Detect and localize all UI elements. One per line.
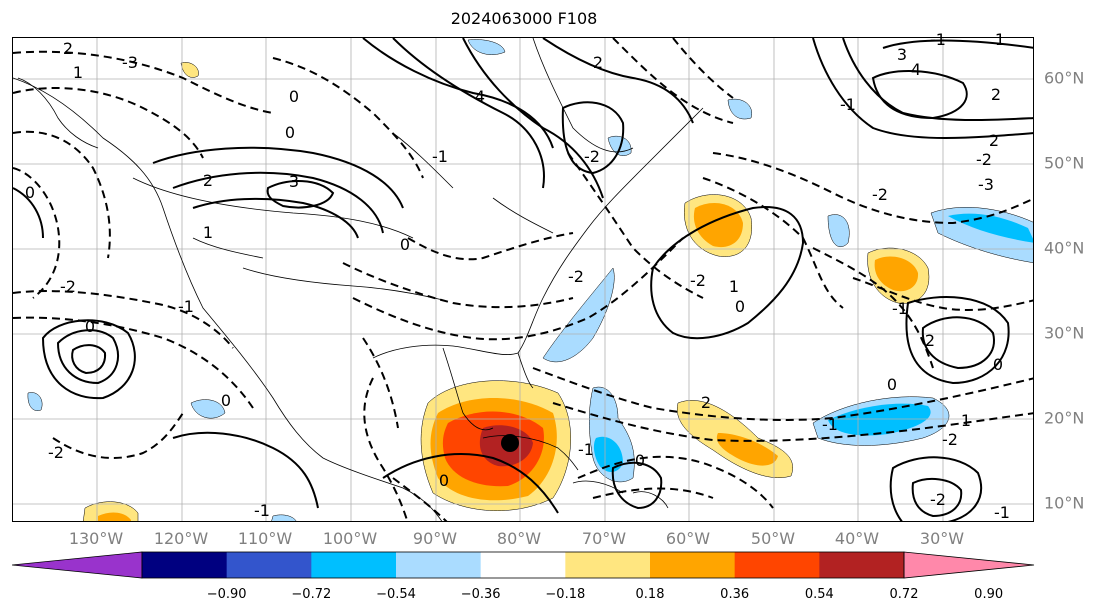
colorbar-tick-label: 0.36: [720, 587, 750, 602]
lon-label: 40°W: [834, 529, 880, 548]
shade-negative-atlantic-2-core: [948, 213, 1033, 243]
lat-label: 60°N: [1044, 68, 1085, 88]
colorbar-tick-label: −0.36: [460, 587, 501, 602]
lat-label: 50°N: [1044, 153, 1085, 173]
contours-negative: [13, 38, 1033, 521]
colorbar-segment: [480, 552, 566, 578]
shade-negative-atlantic-3: [827, 214, 850, 248]
lon-label: 100°W: [322, 529, 378, 548]
lon-label: 130°W: [68, 529, 124, 548]
shade-negative-gulf: [271, 514, 297, 521]
colorbar-segment: [142, 552, 228, 578]
shading-layer: [27, 39, 1033, 521]
colorbar-extend-low: [12, 551, 143, 579]
lon-label: 110°W: [237, 529, 293, 548]
lat-label: 10°N: [1044, 493, 1085, 513]
storm-center-marker: [501, 434, 519, 452]
map-panel: [12, 37, 1034, 522]
colorbar-extend-high: [903, 551, 1035, 579]
colorbar-segment: [565, 552, 651, 578]
lon-label: 80°W: [496, 529, 542, 548]
lon-label: 60°W: [665, 529, 711, 548]
colorbar-tick-label: 0.54: [804, 587, 834, 602]
colorbar-tick-label: 0.18: [635, 587, 665, 602]
colorbar-tick-label: 0.72: [889, 587, 919, 602]
shade-positive-pacific-core: [98, 512, 131, 521]
colorbar-segment: [650, 552, 736, 578]
contours-positive: [13, 38, 1033, 521]
colorbar-tick-label: −0.90: [206, 587, 247, 602]
colorbar-segment: [311, 552, 397, 578]
shade-negative-pacific-2: [27, 392, 43, 411]
lat-label: 20°N: [1044, 408, 1085, 428]
colorbar-outline: [141, 551, 905, 579]
lat-label: 30°N: [1044, 323, 1085, 343]
lon-label: 50°W: [750, 529, 796, 548]
shade-negative-north: [467, 39, 506, 55]
colorbar-tick-label: −0.54: [376, 587, 416, 602]
shade-negative-pacific: [190, 399, 226, 419]
shade-negative-atlantic-1-core: [828, 403, 931, 436]
lon-label: 90°W: [412, 529, 458, 548]
shade-positive-west: [180, 62, 199, 78]
lat-label: 40°N: [1044, 238, 1085, 258]
colorbar-tick-label: 0.90: [974, 587, 1004, 602]
lon-label: 30°W: [919, 529, 965, 548]
shade-positive-atlantic-2-core: [874, 256, 919, 292]
colorbar-segment: [396, 552, 482, 578]
coastlines: [13, 38, 704, 521]
shade-negative-gulfstream: [542, 267, 615, 363]
lon-label: 70°W: [581, 529, 627, 548]
colorbar-tick-label: −0.18: [545, 587, 586, 602]
colorbar-segment: [226, 552, 312, 578]
colorbar-tick-label: −0.72: [291, 587, 332, 602]
colorbar-segment: [734, 552, 820, 578]
colorbar: [12, 551, 1035, 579]
shade-negative-lab: [727, 98, 753, 120]
map-title: 2024063000 F108: [450, 9, 598, 28]
map-canvas: [13, 38, 1033, 521]
lon-label: 120°W: [153, 529, 209, 548]
colorbar-segment: [819, 552, 905, 578]
